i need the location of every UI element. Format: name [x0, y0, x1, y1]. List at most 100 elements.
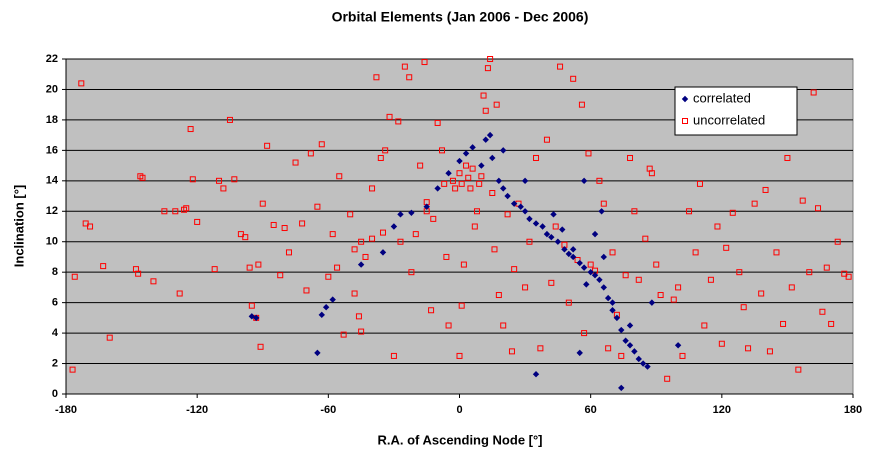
- point: [600, 253, 607, 261]
- point: [618, 384, 625, 392]
- point: [576, 349, 583, 357]
- point: [189, 176, 196, 183]
- legend-label: correlated: [693, 90, 751, 105]
- point: [314, 203, 321, 210]
- point: [480, 92, 487, 99]
- point: [78, 80, 85, 87]
- point: [325, 273, 332, 280]
- point: [495, 292, 502, 299]
- point: [500, 185, 507, 192]
- point: [500, 147, 507, 154]
- point: [701, 322, 708, 329]
- y-tick-label: 6: [52, 297, 58, 309]
- x-tick-label: -180: [55, 404, 77, 416]
- point: [532, 220, 540, 227]
- point: [596, 276, 603, 283]
- point: [377, 154, 384, 161]
- point: [434, 185, 441, 192]
- point: [397, 211, 404, 218]
- y-tick-label: 2: [52, 357, 58, 369]
- point: [543, 230, 551, 238]
- point: [788, 284, 795, 291]
- point: [408, 269, 415, 276]
- point: [257, 343, 264, 350]
- point: [622, 272, 629, 279]
- point: [504, 211, 511, 218]
- point: [445, 170, 452, 177]
- chart-title: Orbital Elements (Jan 2006 - Dec 2006): [332, 9, 589, 25]
- point: [211, 266, 218, 273]
- point: [521, 177, 529, 185]
- point: [484, 65, 491, 72]
- point: [458, 302, 465, 309]
- point: [462, 150, 470, 157]
- x-tick-label: 0: [456, 404, 462, 416]
- point: [379, 249, 387, 256]
- point: [745, 345, 752, 352]
- point: [635, 276, 642, 283]
- point: [443, 253, 450, 260]
- point: [259, 200, 266, 207]
- point: [570, 75, 577, 82]
- point: [696, 180, 703, 187]
- point: [471, 223, 478, 230]
- point: [406, 74, 413, 81]
- point: [500, 322, 507, 329]
- point: [585, 150, 592, 157]
- point: [692, 249, 699, 256]
- point: [322, 304, 330, 311]
- point: [664, 375, 671, 382]
- point: [473, 208, 480, 215]
- point: [303, 287, 310, 294]
- point: [100, 263, 107, 270]
- point: [532, 371, 540, 378]
- point: [591, 272, 599, 279]
- point: [631, 208, 638, 215]
- point: [565, 299, 572, 306]
- y-tick-label: 22: [46, 53, 58, 65]
- point: [183, 205, 190, 212]
- point: [358, 328, 365, 335]
- point: [87, 223, 94, 230]
- point: [526, 215, 533, 223]
- point: [139, 174, 146, 181]
- x-tick-label: 60: [585, 404, 597, 416]
- point: [82, 220, 89, 227]
- point: [476, 180, 483, 187]
- point: [751, 200, 758, 207]
- point: [408, 209, 415, 216]
- point: [318, 311, 325, 319]
- point: [679, 352, 686, 359]
- point: [373, 74, 380, 81]
- point: [329, 231, 336, 238]
- point: [543, 136, 550, 143]
- point: [539, 223, 546, 230]
- point: [605, 345, 612, 352]
- point: [810, 89, 817, 96]
- y-tick-label: 8: [52, 266, 58, 278]
- point: [452, 185, 459, 192]
- point: [561, 246, 568, 253]
- point: [583, 281, 590, 288]
- point: [580, 177, 588, 185]
- point: [285, 249, 292, 256]
- point: [596, 177, 603, 184]
- point: [255, 261, 262, 268]
- point: [463, 162, 470, 169]
- point: [264, 142, 271, 149]
- y-tick-label: 20: [46, 83, 58, 95]
- point: [318, 141, 325, 148]
- point: [537, 345, 544, 352]
- point: [522, 284, 529, 291]
- point: [439, 147, 446, 154]
- x-tick-label: 180: [844, 404, 862, 416]
- point: [441, 180, 448, 187]
- point: [548, 233, 555, 241]
- point: [281, 225, 288, 232]
- point: [194, 218, 201, 225]
- point: [714, 223, 721, 230]
- point: [631, 348, 638, 355]
- point: [478, 173, 485, 180]
